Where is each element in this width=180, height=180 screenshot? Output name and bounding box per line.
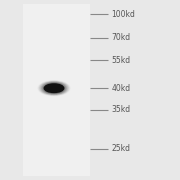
Ellipse shape (43, 83, 65, 93)
Ellipse shape (40, 82, 68, 94)
Text: 70kd: 70kd (112, 33, 131, 42)
Ellipse shape (42, 82, 66, 94)
Ellipse shape (44, 83, 64, 93)
Text: 40kd: 40kd (112, 84, 131, 93)
Text: 55kd: 55kd (112, 56, 131, 65)
Text: 35kd: 35kd (112, 105, 131, 114)
Ellipse shape (45, 84, 63, 92)
Ellipse shape (42, 83, 66, 94)
Ellipse shape (44, 84, 64, 92)
Text: 100kd: 100kd (112, 10, 136, 19)
Ellipse shape (45, 84, 64, 93)
Text: 25kd: 25kd (112, 144, 131, 153)
Bar (23, 4, 90, 176)
Ellipse shape (41, 82, 67, 94)
